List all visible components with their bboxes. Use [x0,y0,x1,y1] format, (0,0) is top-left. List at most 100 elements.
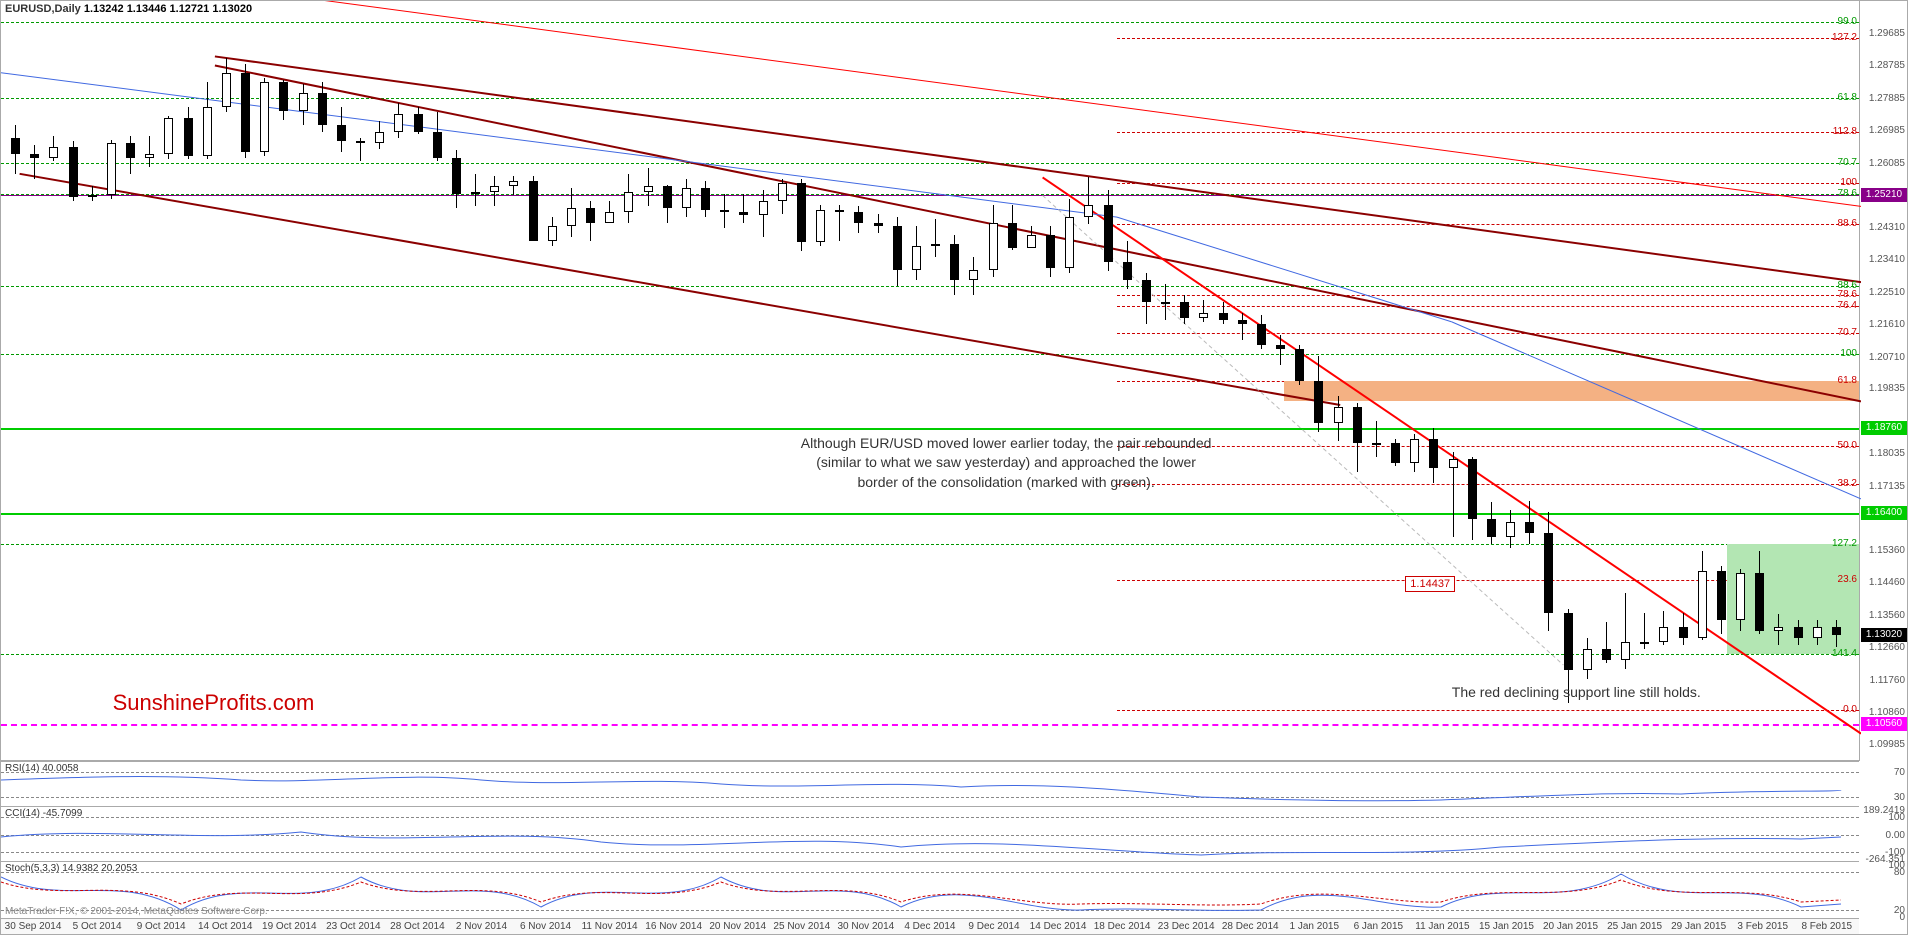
y-label: 1.27885 [1869,93,1905,104]
fib-label: 50.0 [1838,440,1857,451]
fib-label: 61.8 [1838,375,1857,386]
y-label: 1.26985 [1869,125,1905,136]
y-label: 1.17135 [1869,481,1905,492]
x-tick: 30 Sep 2014 [1,919,65,934]
hline [1,195,1859,196]
hline [1117,484,1859,485]
hline [1,22,1859,23]
fib-label: 38.2 [1838,478,1857,489]
fib-label: 23.6 [1838,574,1857,585]
fib-label: 100 [1840,177,1857,188]
x-tick: 4 Dec 2014 [898,919,962,934]
x-tick: 8 Feb 2015 [1795,919,1859,934]
fib-label: 70.7 [1838,327,1857,338]
x-tick: 9 Dec 2014 [962,919,1026,934]
hline [1,513,1859,515]
y-label: 1.21610 [1869,319,1905,330]
hline [1117,132,1859,133]
hline [1,354,1859,355]
y-label: 1.26085 [1869,158,1905,169]
y-label: 1.14460 [1869,577,1905,588]
x-tick: 11 Jan 2015 [1410,919,1474,934]
x-tick: 23 Oct 2014 [321,919,385,934]
ohlc-low: 1.12721 [170,3,210,15]
x-tick: 25 Nov 2014 [770,919,834,934]
x-tick: 6 Jan 2015 [1346,919,1410,934]
indicator-panel[interactable]: CCI(14) -45.70991000.00-100189.2419-264.… [1,806,1859,861]
fib-label: 112.8 [1833,126,1857,137]
x-tick: 28 Dec 2014 [1218,919,1282,934]
zone [1284,381,1859,401]
symbol-label: EURUSD,Daily [5,3,81,15]
hline [1117,183,1859,184]
x-tick: 29 Jan 2015 [1667,919,1731,934]
y-label: 1.11760 [1870,675,1905,686]
y-label: 1.24310 [1869,222,1905,233]
x-tick: 14 Dec 2014 [1026,919,1090,934]
hline [1117,295,1859,296]
x-tick: 25 Jan 2015 [1603,919,1667,934]
watermark: SunshineProfits.com [113,690,315,716]
fib-label: 88.6 [1838,218,1857,229]
fib-label: 100 [1840,348,1857,359]
y-label: 1.20710 [1869,352,1905,363]
price-label: 1.14437 [1405,576,1455,592]
y-label: 1.28785 [1869,60,1905,71]
hline [1,286,1859,287]
y-label: 1.23410 [1869,254,1905,265]
x-tick: 30 Nov 2014 [834,919,898,934]
x-tick: 20 Nov 2014 [706,919,770,934]
x-tick: 9 Oct 2014 [129,919,193,934]
x-tick: 23 Dec 2014 [1154,919,1218,934]
hline [1117,38,1859,39]
hline [1,724,1859,726]
y-label: 1.13560 [1869,610,1905,621]
annotation-text: The red declining support line still hol… [1452,683,1701,703]
annotation-text: Although EUR/USD moved lower earlier tod… [801,434,1212,493]
price-box: 1.13020 [1861,628,1907,642]
copyright: MetaTrader F!X, © 2001-2014, MetaQuotes … [5,906,268,917]
fib-label: 141.4 [1832,648,1857,659]
hline [1,428,1859,430]
indicator-panel[interactable]: RSI(14) 40.00587030 [1,761,1859,806]
fib-label: 70.7 [1838,157,1857,168]
y-axis: 1.29685 1.28785 1.27885 1.26985 1.26085 1.243… [1859,1,1907,761]
ohlc-open: 1.13242 [84,3,124,15]
x-tick: 6 Nov 2014 [514,919,578,934]
y-label: 1.19835 [1869,383,1905,394]
fib-label: 76.4 [1838,300,1857,311]
hline [1117,710,1859,711]
hline [1117,224,1859,225]
x-tick: 14 Oct 2014 [193,919,257,934]
y-label: 1.22510 [1869,287,1905,298]
fib-label: 0.0 [1843,704,1857,715]
chart-title: EURUSD,Daily 1.13242 1.13446 1.12721 1.1… [5,3,252,15]
chart-container: EURUSD,Daily 1.13242 1.13446 1.12721 1.1… [0,0,1908,935]
x-tick: 20 Jan 2015 [1539,919,1603,934]
hline [1117,333,1859,334]
fib-label: 78.6 [1838,289,1857,300]
x-tick: 16 Nov 2014 [642,919,706,934]
fib-label: 127.2 [1832,538,1857,549]
y-label: 1.12660 [1869,642,1905,653]
x-tick: 28 Oct 2014 [385,919,449,934]
price-chart[interactable]: 1.29685 1.28785 1.27885 1.26985 1.26085 1.243… [1,1,1907,761]
fib-label: 78.6 [1838,188,1857,199]
price-box: 1.16400 [1861,506,1907,520]
hline [1,163,1859,164]
y-label: 1.29685 [1869,28,1905,39]
ohlc-high: 1.13446 [127,3,167,15]
x-tick: 18 Dec 2014 [1090,919,1154,934]
fib-label: 61.8 [1838,92,1857,103]
indicator-panel[interactable]: Stoch(5,3,3) 14.9382 20.205380201000 [1,861,1859,919]
price-box: 1.25210 [1861,188,1907,202]
y-label: 1.09985 [1869,739,1905,750]
x-tick: 1 Jan 2015 [1282,919,1346,934]
ohlc-close: 1.13020 [212,3,252,15]
y-label: 1.18035 [1869,448,1905,459]
hline [1,654,1859,655]
x-tick: 2 Nov 2014 [449,919,513,934]
fib-label: 127.2 [1832,32,1857,43]
price-box: 1.18760 [1861,421,1907,435]
hline [1117,446,1859,447]
